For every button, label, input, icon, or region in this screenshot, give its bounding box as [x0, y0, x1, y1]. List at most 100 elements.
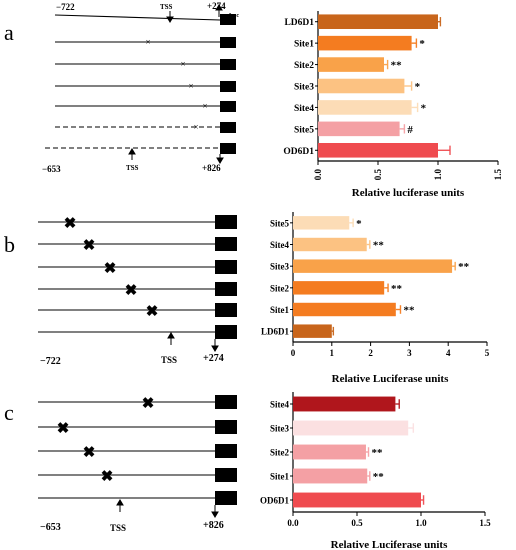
luc-box	[220, 143, 236, 154]
bar-site3	[293, 259, 453, 273]
luc-box	[215, 303, 237, 317]
significance-marker: **	[373, 471, 385, 483]
tss-label: TSS	[161, 355, 177, 365]
position-label-right-bottom: +826	[202, 163, 221, 173]
panel-b-arrows	[167, 332, 219, 352]
x-tick-label: 1	[330, 348, 335, 358]
bar-site4	[293, 396, 396, 412]
panel-c-annotations: −653 +826 TSS	[40, 520, 224, 533]
position-label-right: +826	[203, 520, 224, 531]
category-label: LD6D1	[261, 327, 290, 337]
category-label: Site5	[294, 125, 314, 135]
bar-od6d1	[318, 143, 438, 158]
tss-arrowhead	[167, 332, 175, 339]
panel-a-luc-boxes	[220, 14, 236, 154]
category-label: Site2	[294, 61, 314, 71]
bar-site3	[318, 78, 405, 94]
tss-label-bottom: TSS	[126, 164, 139, 172]
mutation-mark: ×	[193, 122, 198, 132]
mutation-mark: ✖	[83, 238, 96, 254]
x-tick-label: 0.0	[313, 169, 323, 181]
luc-box	[220, 14, 236, 25]
x-tick-label: 4	[446, 348, 451, 358]
luc-box	[215, 491, 237, 505]
x-tick-label: 1.5	[493, 169, 503, 181]
mutation-mark: ✖	[83, 445, 96, 461]
end-arrowhead	[216, 157, 224, 164]
bar-od6d1	[293, 492, 421, 508]
panel-a-chart: LD6D1 Site1 * Site2 ** Site3 * Site4 * Site5 # OD6D…	[283, 11, 503, 199]
luc-box	[215, 215, 237, 229]
bar-site2	[318, 57, 384, 72]
category-label: Site2	[270, 448, 289, 458]
category-label: Site5	[270, 218, 289, 228]
mutation-mark: ×	[180, 59, 185, 69]
x-axis-label: Relative Luciferase units	[331, 539, 448, 550]
panel-c-constructs	[38, 401, 215, 499]
bar-site5	[318, 121, 400, 137]
end-arrowhead	[211, 511, 219, 518]
significance-marker: **	[391, 60, 403, 72]
category-label: Site4	[270, 400, 289, 410]
x-tick-label: 0.0	[287, 518, 299, 528]
bar-site4	[318, 100, 412, 115]
significance-marker: *	[421, 102, 427, 114]
panel-b-constructs	[38, 221, 215, 333]
significance-marker: *	[356, 218, 362, 230]
panel-b-letter: b	[4, 232, 15, 257]
luc-box	[220, 37, 236, 48]
panel-b-chart: Site5 * Site4 ** Site3 ** Site2 ** Site1 ** LD6D1 0…	[261, 212, 490, 385]
tss-label: TSS	[110, 523, 126, 533]
x-axis-label: Relative luciferase units	[352, 187, 465, 199]
luc-box	[215, 260, 237, 274]
panel-c: c ✖ ✖ ✖ ✖ −653 +826	[4, 392, 491, 550]
mutation-mark: ×	[145, 37, 150, 47]
category-label: Site2	[270, 283, 289, 293]
significance-marker: **	[373, 240, 385, 252]
mutation-mark: ✖	[104, 261, 117, 277]
mutation-mark: ×	[202, 101, 207, 111]
tss-label-top: TSS	[160, 3, 173, 11]
category-label: Site3	[270, 262, 289, 272]
category-label: Site1	[294, 40, 314, 50]
x-tick-label: 3	[407, 348, 412, 358]
bar-site5	[293, 216, 350, 230]
x-axis-label: Relative Luciferase units	[332, 373, 449, 385]
luc-box	[215, 325, 237, 339]
luc-box	[220, 59, 236, 70]
luc-box	[215, 282, 237, 296]
x-tick-label: 1.0	[433, 169, 443, 181]
mutation-mark: ✖	[64, 216, 77, 232]
category-label: Site1	[270, 472, 289, 482]
luc-box	[215, 237, 237, 251]
mutation-mark: ✖	[101, 469, 114, 485]
significance-marker: *	[415, 81, 421, 93]
mutation-mark: ✖	[57, 421, 70, 437]
panel-a-annotations: −722 +274 TSS Luc −653 +826 TSS	[42, 1, 239, 174]
x-tick-label: 1.0	[415, 518, 427, 528]
construct-line	[54, 14, 221, 21]
luc-box	[215, 395, 237, 409]
end-arrowhead	[211, 345, 219, 352]
category-label: LD6D1	[284, 18, 314, 28]
category-label: Site3	[270, 424, 289, 434]
category-label: Site4	[294, 104, 314, 114]
panel-b: b ✖ ✖ ✖ ✖ ✖	[4, 212, 490, 385]
x-tick-label: 0.5	[373, 169, 383, 181]
bar-site1	[293, 302, 396, 317]
panel-a-mutation-marks: × × × × ×	[145, 37, 207, 132]
x-tick-label: 0.5	[351, 518, 363, 528]
bar-ld6d1	[293, 324, 332, 338]
bar-site2	[293, 281, 385, 295]
position-label-left-top: −722	[56, 2, 75, 12]
mutation-mark: ×	[188, 81, 193, 91]
panel-c-letter: c	[4, 400, 14, 425]
panel-b-mutation-marks: ✖ ✖ ✖ ✖ ✖	[64, 216, 159, 320]
bar-ld6d1	[318, 14, 438, 29]
panel-c-arrows	[116, 499, 219, 518]
x-tick-label: 1.5	[479, 518, 491, 528]
panel-a-constructs	[45, 14, 221, 149]
mutation-mark: ✖	[146, 304, 159, 320]
panel-a: a × × × × × −722	[4, 1, 503, 199]
